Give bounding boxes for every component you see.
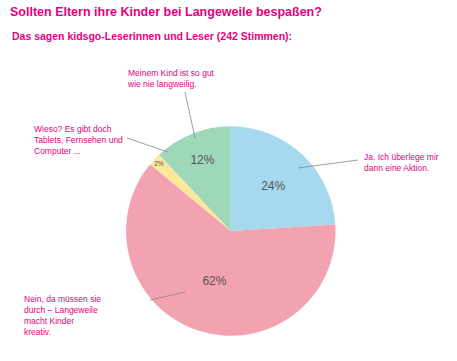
- svg-text:Wieso? Es gibt dochTablets, Fe: Wieso? Es gibt dochTablets, Fernsehen un…: [34, 124, 123, 156]
- svg-text:12%: 12%: [190, 153, 214, 167]
- svg-text:Sollten Eltern ihre Kinder bei: Sollten Eltern ihre Kinder bei Langeweil…: [10, 5, 322, 19]
- svg-text:24%: 24%: [261, 179, 285, 193]
- svg-text:2%: 2%: [154, 160, 164, 167]
- svg-text:62%: 62%: [202, 274, 226, 288]
- svg-text:Nein, da müssen siedurch – Lan: Nein, da müssen siedurch – Langeweilemac…: [24, 294, 101, 337]
- svg-text:Ja. Ich überlege mirdann eine: Ja. Ich überlege mirdann eine Aktion.: [364, 152, 439, 173]
- svg-text:Das sagen kidsgo-Leserinnen un: Das sagen kidsgo-Leserinnen und Leser (2…: [12, 30, 292, 42]
- svg-text:Meinem Kind ist so gutwie nie: Meinem Kind ist so gutwie nie langweilig…: [127, 68, 215, 89]
